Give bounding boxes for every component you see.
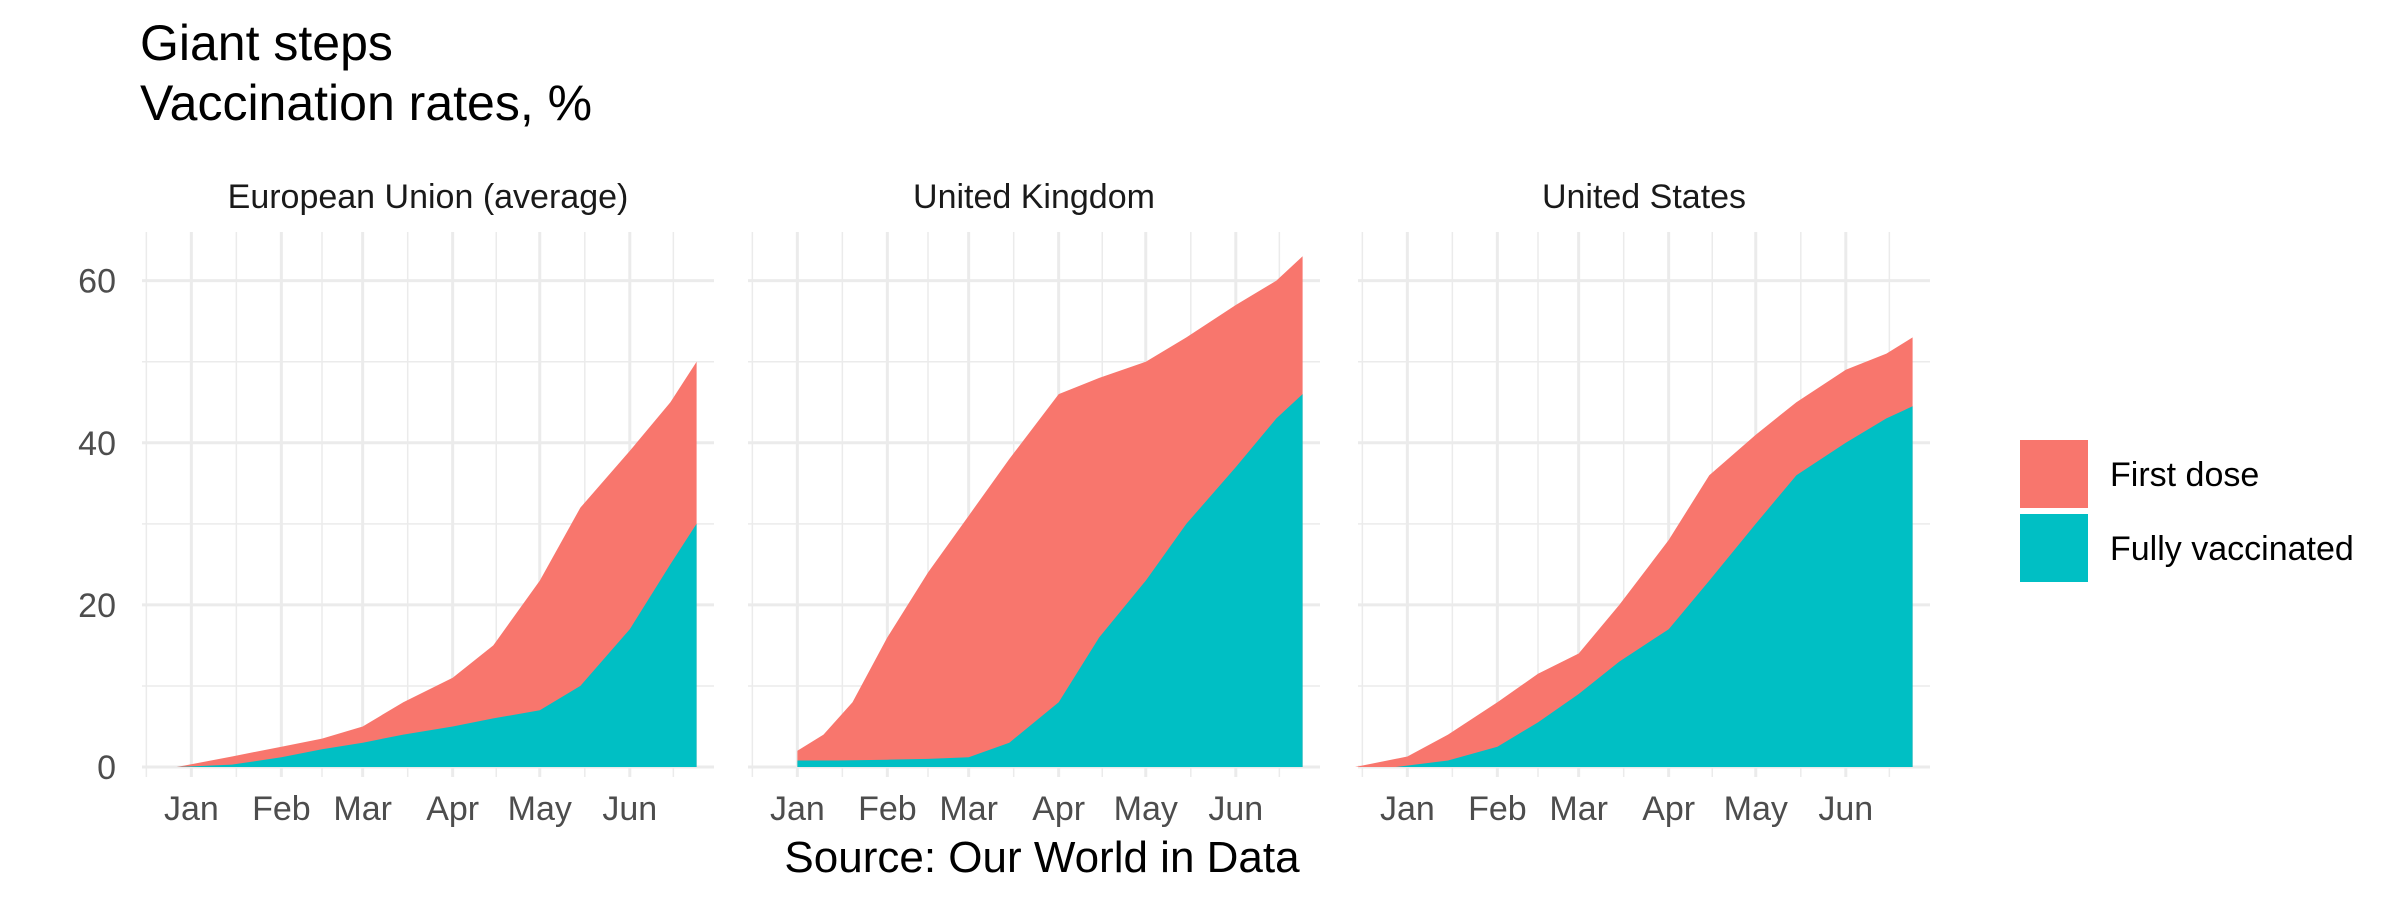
x-tick-label-apr: Apr [426, 790, 479, 828]
area-first-dose-european-union-average [176, 361, 697, 767]
panel-united-kingdom: United Kingdom Jan Feb Mar Apr May Jun [748, 178, 1320, 828]
facet-panels: European Union (average) Jan Feb Mar Apr May J… [142, 178, 1930, 828]
y-tick-label-40: 40 [78, 425, 116, 463]
x-tick-label-feb: Feb [1468, 790, 1527, 828]
x-tick-label-may: May [508, 790, 572, 828]
x-tick-label-jan: Jan [1380, 790, 1435, 828]
y-axis: 0 20 40 60 [78, 263, 116, 787]
x-tick-label-jan: Jan [770, 790, 825, 828]
x-tick-label-mar: Mar [939, 790, 998, 828]
x-tick-label-jun: Jun [1818, 790, 1873, 828]
strip-label-european-union-average: European Union (average) [228, 178, 629, 216]
x-tick-label-apr: Apr [1032, 790, 1085, 828]
strip-label-united-states: United States [1542, 178, 1746, 216]
x-tick-label-may: May [1114, 790, 1178, 828]
x-tick-label-jun: Jun [602, 790, 657, 828]
x-tick-label-mar: Mar [1549, 790, 1608, 828]
area-fully-vaccinated-united-states [1395, 406, 1913, 767]
chart-title-line2: Vaccination rates, % [140, 75, 592, 131]
x-tick-label-apr: Apr [1642, 790, 1695, 828]
legend-label-first-dose: First dose [2110, 456, 2259, 494]
y-tick-label-0: 0 [97, 749, 116, 787]
y-tick-label-20: 20 [78, 587, 116, 625]
x-tick-label-feb: Feb [858, 790, 917, 828]
legend: First dose Fully vaccinated [2020, 440, 2354, 582]
chart-title-line1: Giant steps [140, 15, 393, 71]
panel-united-states: United States Jan Feb Mar Apr May Jun [1355, 178, 1930, 828]
x-tick-label-jun: Jun [1208, 790, 1263, 828]
x-tick-label-feb: Feb [252, 790, 311, 828]
chart-caption: Source: Our World in Data [784, 833, 1300, 882]
legend-key-first-dose [2020, 440, 2088, 508]
x-tick-label-jan: Jan [164, 790, 219, 828]
x-tick-label-mar: Mar [333, 790, 392, 828]
panel-european-union-average: European Union (average) Jan Feb Mar Apr May J… [142, 178, 714, 828]
legend-label-fully-vaccinated: Fully vaccinated [2110, 530, 2354, 568]
y-tick-label-60: 60 [78, 263, 116, 301]
strip-label-united-kingdom: United Kingdom [913, 178, 1155, 216]
legend-key-fully-vaccinated [2020, 514, 2088, 582]
x-tick-label-may: May [1724, 790, 1788, 828]
area-fully-vaccinated-united-kingdom [797, 394, 1303, 767]
area-fully-vaccinated-european-union-average [176, 523, 697, 767]
